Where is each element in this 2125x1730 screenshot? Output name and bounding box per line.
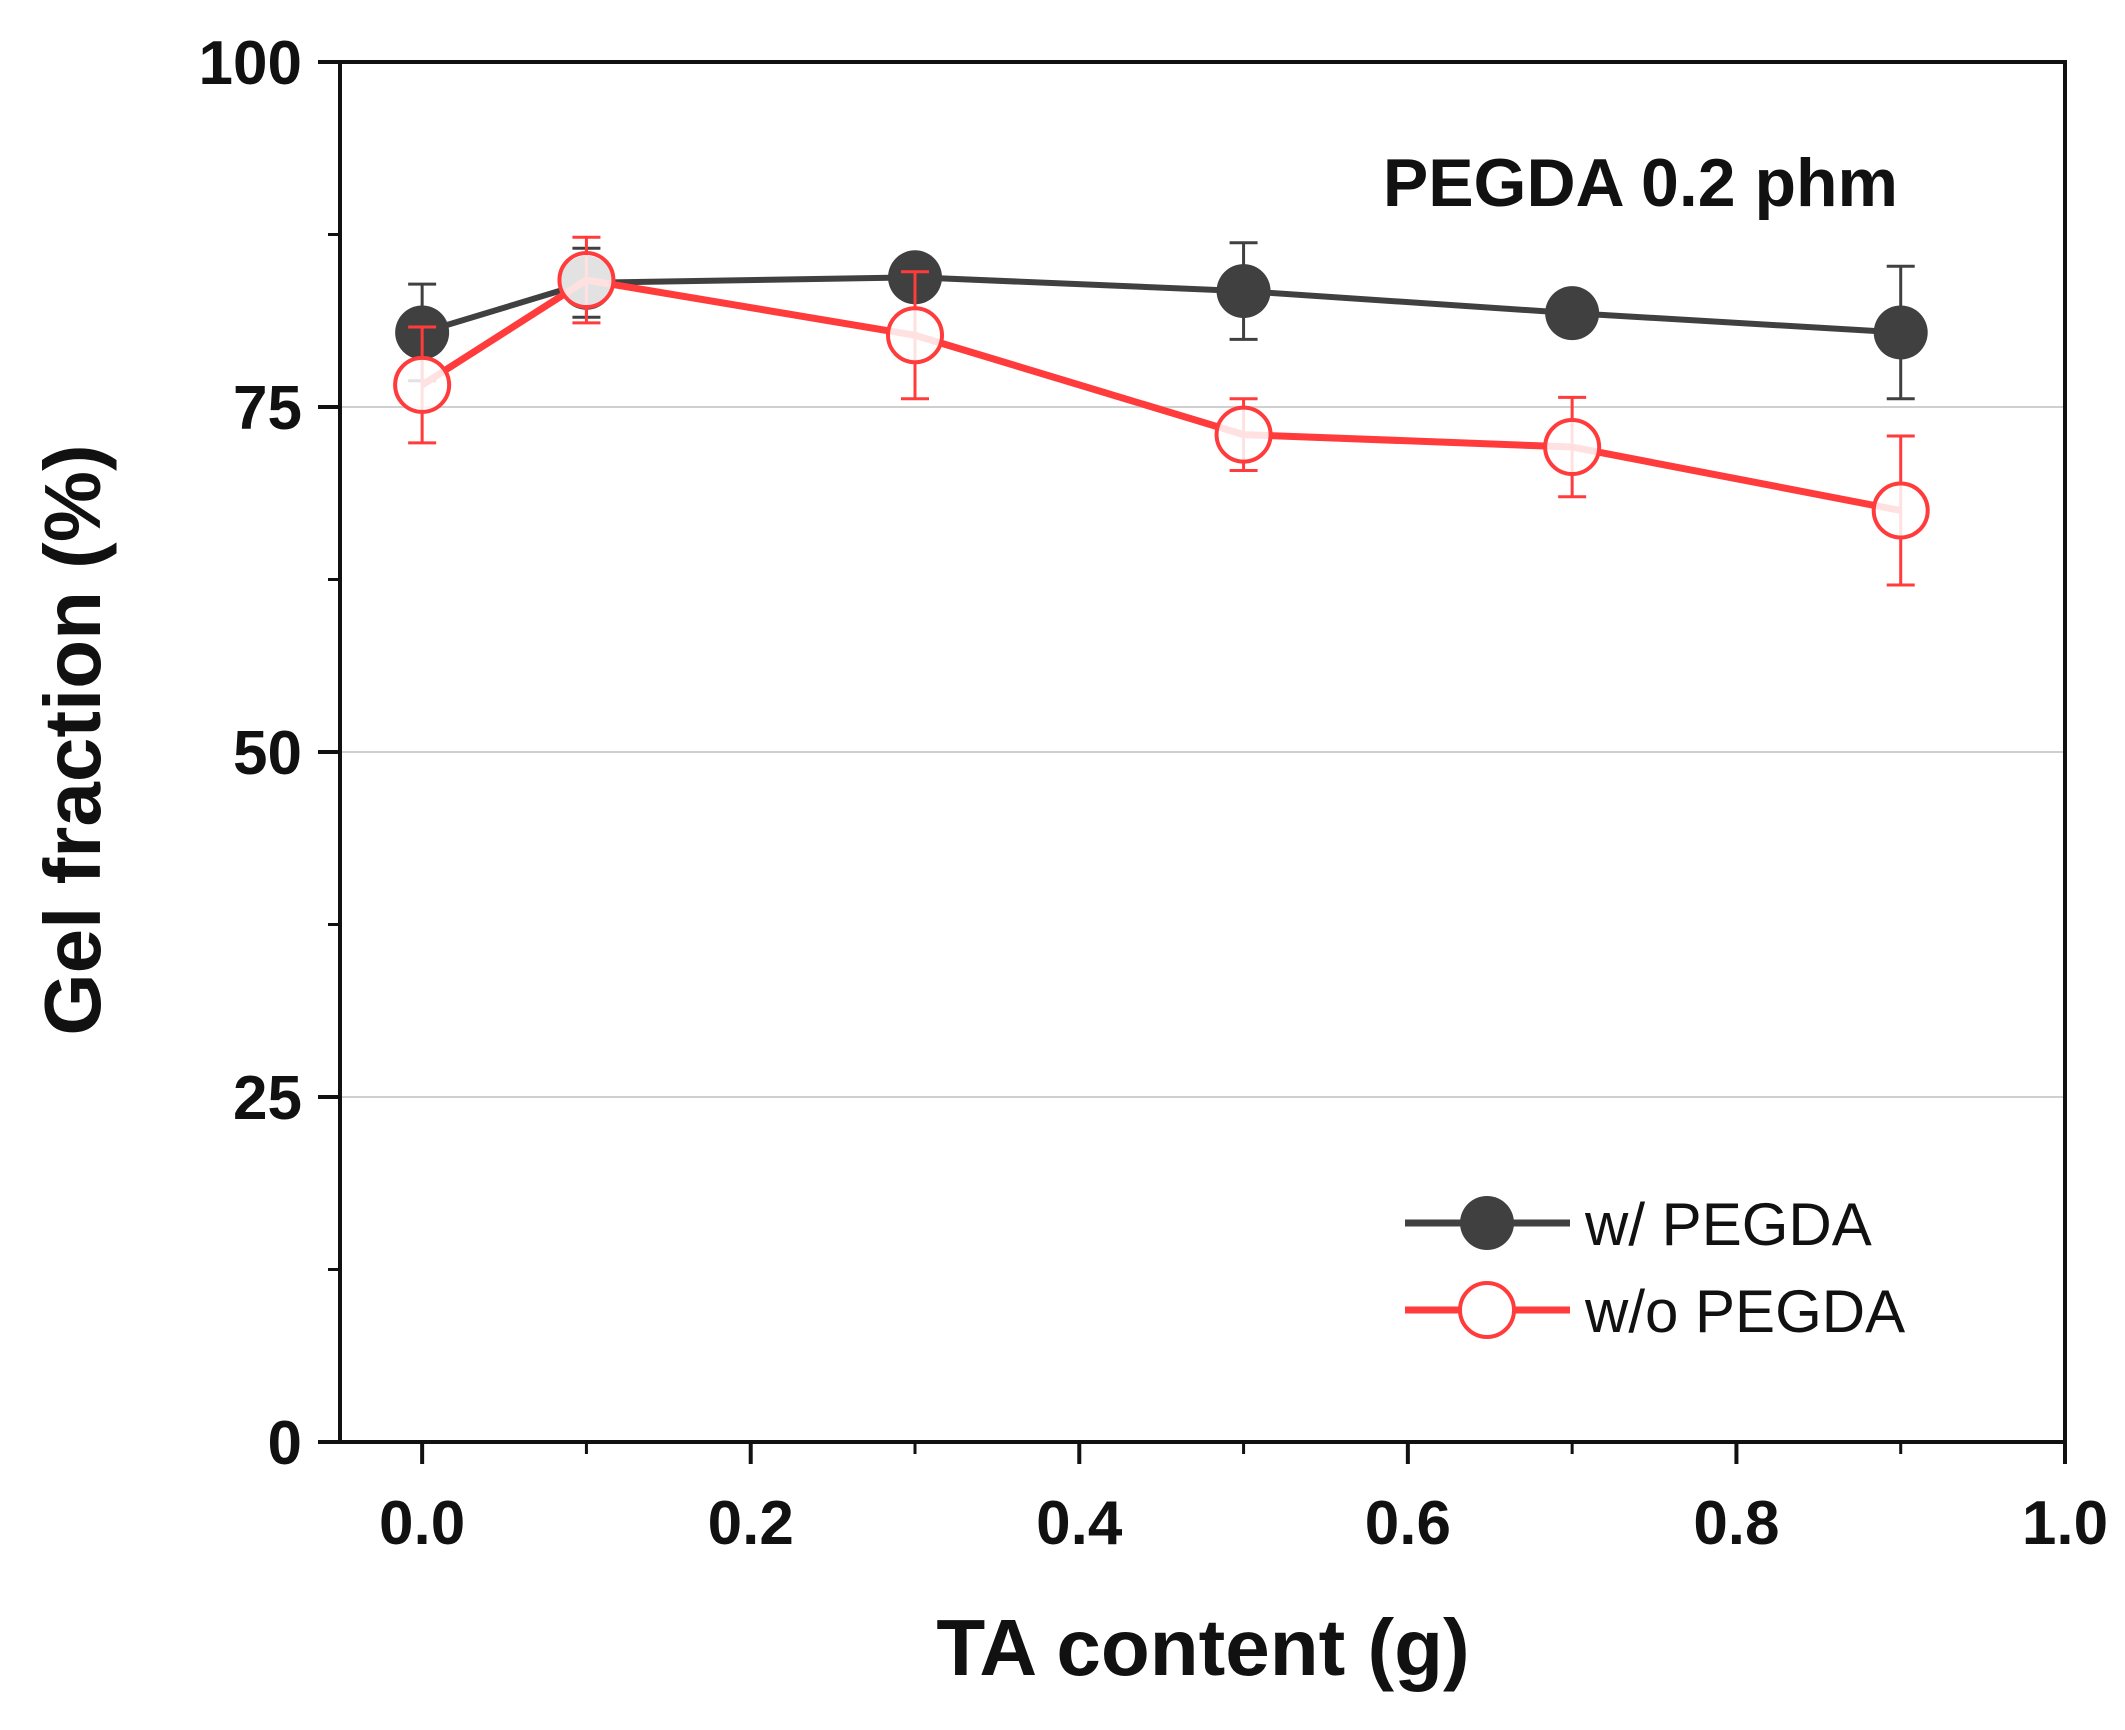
x-tick-label: 0.8 [1693,1489,1779,1558]
gridlines [340,406,2065,1098]
x-tick-label: 1.0 [2022,1489,2108,1558]
y-tick-label: 50 [233,719,302,788]
data-point-wo-pegda [1214,405,1273,464]
data-point-wo-pegda [1543,418,1602,477]
legend-marker-w-pegda [1460,1196,1514,1250]
series-line-w-pegda [421,274,1901,336]
legend-label-w-pegda: w/ PEGDA [1584,1191,1872,1258]
data-point-wo-pegda [1871,481,1930,540]
legend-marker-wo-pegda [1458,1281,1516,1339]
y-tick-label: 75 [233,374,302,443]
series-line-wo-pegda [420,276,1902,514]
y-tick-label: 0 [268,1409,302,1478]
data-point-wo-pegda [557,251,616,310]
x-axis-title: TA content (g) [936,1603,1469,1692]
legend-label-wo-pegda: w/o PEGDA [1584,1278,1905,1345]
y-tick-label: 100 [199,29,302,98]
data-point-w-pegda [1545,286,1600,341]
legend-item-w-pegda: w/ PEGDA [1405,1191,1872,1258]
x-tick-label: 0.2 [708,1489,794,1558]
y-tick-label: 25 [233,1064,302,1133]
data-point-w-pegda [1873,305,1928,360]
legend: w/ PEGDA w/o PEGDA [1405,1191,1905,1345]
data-point-wo-pegda [393,355,452,414]
data-point-wo-pegda [886,306,944,365]
legend-item-wo-pegda: w/o PEGDA [1405,1278,1905,1345]
axes: 0 25 50 75 100 0.0 0.2 0.4 0.6 0.8 1.0 [199,29,2109,1558]
data-point-w-pegda [1216,264,1271,319]
series-w-pegda [395,241,1928,401]
x-tick-label: 0.0 [379,1489,465,1558]
series-wo-pegda [393,235,1930,587]
x-tick-label: 0.4 [1036,1489,1123,1558]
y-axis-title: Gel fraction (%) [28,444,117,1035]
x-tick-label: 0.6 [1365,1489,1451,1558]
chart-annotation: PEGDA 0.2 phm [1383,145,1898,221]
data-series [393,235,1930,587]
